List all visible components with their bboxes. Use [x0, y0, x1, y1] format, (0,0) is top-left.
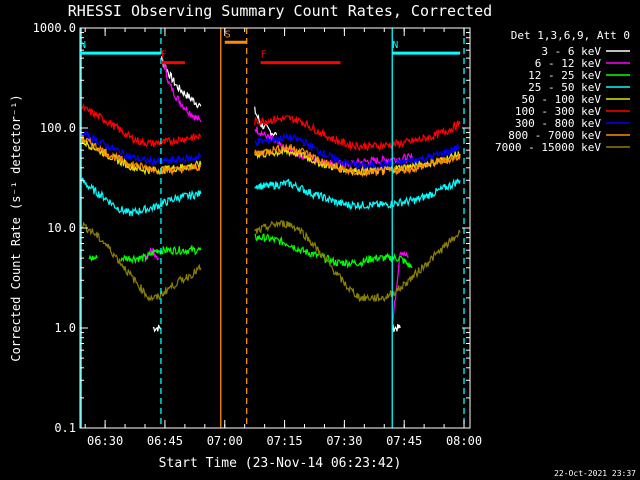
- series-line-0-0: [152, 324, 162, 333]
- y-tick-label-2: 10.0: [47, 221, 76, 235]
- x-axis: 06:30 06:45 07:00 07:15 07:30 07:45 08:00: [84, 28, 482, 448]
- series-line-5-1: [254, 114, 461, 152]
- series-line-7-1: [254, 143, 461, 178]
- series-line-3-1: [254, 178, 461, 211]
- series-line-0-1: [160, 55, 202, 109]
- flag-label-4: F: [261, 50, 267, 61]
- y-tick-label-4: 1000.0: [33, 21, 76, 35]
- x-tick-label-0: 06:30: [87, 434, 123, 448]
- legend-label-5: 100 - 300 keV: [515, 105, 601, 118]
- legend-label-3: 25 - 50 keV: [528, 81, 601, 94]
- series-line-3-0: [80, 177, 202, 217]
- series-line-5-0: [80, 103, 202, 148]
- legend-label-1: 6 - 12 keV: [535, 57, 602, 70]
- flag-label-0: N: [80, 40, 86, 51]
- x-tick-label-6: 08:00: [446, 434, 482, 448]
- series-line-7-0: [80, 135, 202, 176]
- x-tick-label-1: 06:45: [147, 434, 183, 448]
- y-axis-label: Corrected Count Rate (s⁻¹ detector⁻¹): [9, 94, 23, 361]
- series-line-8-0: [81, 221, 202, 302]
- legend-label-4: 50 - 100 keV: [522, 93, 602, 106]
- legend-label-2: 12 - 25 keV: [528, 69, 601, 82]
- series-line-1-3: [391, 251, 409, 329]
- series-line-4-1: [254, 147, 461, 177]
- x-tick-label-3: 07:15: [267, 434, 303, 448]
- series-line-2-2: [254, 233, 413, 269]
- y-tick-label-3: 100.0: [40, 121, 76, 135]
- series-line-8-1: [254, 219, 461, 303]
- flag-label-1: N: [392, 40, 398, 51]
- x-tick-label-5: 07:45: [386, 434, 422, 448]
- series-line-0-3: [391, 323, 401, 333]
- series-line-6-1: [254, 132, 461, 171]
- footer-date: 22-Oct-2021 23:37: [554, 469, 636, 478]
- legend-label-6: 300 - 800 keV: [515, 117, 601, 130]
- x-axis-label: Start Time (23-Nov-14 06:23:42): [159, 456, 402, 471]
- y-tick-label-1: 1.0: [54, 321, 76, 335]
- series-line-2-0: [88, 254, 98, 263]
- chart-title: RHESSI Observing Summary Count Rates, Co…: [68, 2, 492, 20]
- series-line-6-0: [80, 130, 202, 168]
- series-line-0-2: [254, 106, 278, 138]
- series-line-1-0: [162, 59, 202, 123]
- y-axis: 0.1 1.0 10.0 100.0 1000.0: [33, 21, 470, 435]
- legend-label-0: 3 - 6 keV: [541, 45, 601, 58]
- flag-label-2: S: [225, 29, 231, 40]
- y-tick-label-0: 0.1: [54, 421, 76, 435]
- series-line-4-0: [80, 138, 202, 176]
- legend-label-7: 800 - 7000 keV: [508, 129, 601, 142]
- x-tick-label-4: 07:30: [326, 434, 362, 448]
- legend-label-8: 7000 - 15000 keV: [495, 141, 601, 154]
- legend-header: Det 1,3,6,9, Att 0: [511, 29, 630, 42]
- flag-label-3: F: [161, 50, 167, 61]
- x-tick-label-2: 07:00: [207, 434, 243, 448]
